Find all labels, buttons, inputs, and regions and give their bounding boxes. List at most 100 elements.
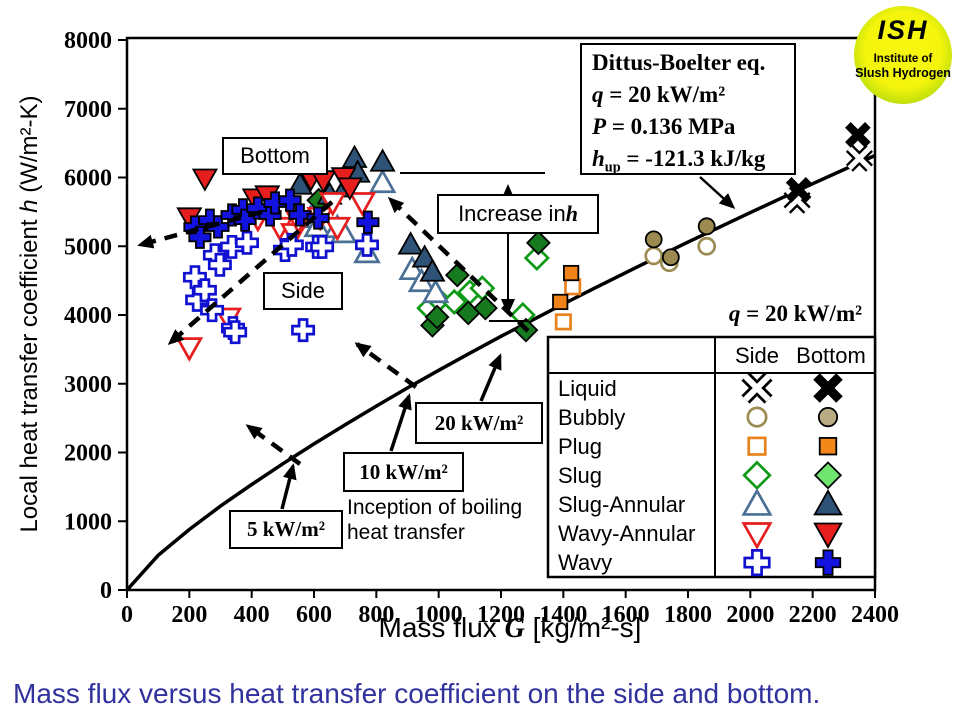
data-point-slug-bottom — [424, 304, 450, 330]
legend-symbol-bottom-bubbly — [817, 407, 839, 428]
increase-in-h-label: Increase in h — [437, 194, 599, 234]
slide-caption: Mass flux versus heat transfer coefficie… — [13, 678, 821, 709]
y-axis-title: Local heat transfer coefficient h (W/m²-… — [16, 16, 44, 612]
legend-symbol-side-slug-annular — [741, 488, 773, 516]
data-point-wavy-side — [310, 234, 335, 259]
x-tick-label: 1200 — [477, 602, 525, 628]
data-point-wavy-side — [235, 230, 259, 255]
data-point-slug-bottom — [444, 262, 470, 288]
data-point-wavy-bottom — [306, 206, 330, 230]
legend-row-wavy: Wavy — [558, 550, 613, 575]
data-point-wavy-bottom — [288, 203, 312, 227]
x-axis-units: [kg/m²-s] — [524, 612, 642, 643]
x-tick-label: 1600 — [602, 602, 650, 628]
data-point-plug-side — [564, 278, 582, 296]
increase-label-text: Increase in — [458, 201, 566, 226]
ish-logo: ISH Institute of Slush Hydrogen — [854, 6, 952, 104]
series-plug-bottom — [552, 264, 580, 311]
side-label-text: Side — [280, 278, 326, 303]
data-point-wavy-annular-side — [348, 192, 377, 217]
y-tick-label: 5000 — [64, 234, 112, 260]
x-tick-label: 0 — [121, 602, 133, 628]
y-axis-variable: h — [16, 199, 43, 213]
series-liquid-bottom — [785, 122, 871, 203]
legend-row-slug: Slug — [558, 463, 603, 488]
x-tick-label: 200 — [171, 602, 207, 628]
q20-value: = 20 kW/m² — [740, 301, 862, 326]
data-point-bubbly-side — [644, 246, 664, 266]
x-tick-label: 1400 — [539, 602, 587, 628]
legend-row-plug: Plug — [558, 434, 603, 459]
legend-symbol-bottom-slug — [813, 461, 843, 490]
y-tick-label: 6000 — [64, 166, 112, 192]
x-tick-label: 1000 — [415, 602, 463, 628]
x-tick-label: 1800 — [664, 602, 712, 628]
data-point-wavy-bottom — [206, 215, 230, 239]
chart-canvas: 0 1000 2000 3000 4000 5000 6000 7000 8000 0 200 400… — [64, 28, 899, 628]
data-point-liquid-bottom — [785, 177, 812, 203]
data-point-slug-annular-bottom — [369, 148, 396, 172]
annotation-solid-arrows — [280, 176, 736, 510]
legend-symbol-bottom-plug — [818, 437, 838, 456]
logo-line-2: Slush Hydrogen — [855, 66, 951, 80]
data-point-plug-bottom — [563, 264, 580, 282]
legend-symbol-side-plug — [747, 436, 767, 456]
data-point-slug-annular-side — [368, 168, 397, 194]
x-tick-label: 2200 — [789, 602, 837, 628]
legend-symbol-side-bubbly — [746, 406, 768, 428]
legend-row-wavy-annular: Wavy-Annular — [558, 521, 696, 546]
x-tick-label: 800 — [358, 602, 394, 628]
dashed-arrow-5kw-trend — [245, 424, 302, 466]
x-axis-variable: G — [504, 613, 525, 644]
arrow-dittus-to-curve — [699, 176, 736, 210]
data-point-bubbly-bottom — [697, 217, 716, 236]
y-tick-label: 2000 — [64, 441, 112, 467]
axis-tick-labels: 0 1000 2000 3000 4000 5000 6000 7000 8000 0 200 400… — [64, 28, 899, 628]
dashed-arrow-side-cluster — [167, 200, 334, 345]
legend-symbol-side-wavy-annular — [741, 522, 773, 550]
logo-line-1: Institute of — [873, 53, 933, 65]
data-point-slug-bottom — [525, 230, 551, 256]
arrow-10kw — [389, 393, 412, 452]
q20-variable: q — [728, 301, 741, 326]
legend-symbol-side-wavy — [743, 549, 771, 577]
dittus-boelter-annotation: Dittus-Boelter eq. q = 20 kW/m² P = 0.13… — [580, 43, 796, 176]
data-point-bubbly-bottom — [644, 230, 663, 249]
data-point-plug-side — [554, 313, 572, 331]
y-tick-label: 8000 — [64, 28, 112, 54]
data-point-liquid-side — [845, 144, 873, 172]
data-point-wavy-annular-bottom — [191, 168, 219, 192]
legend-row-bubbly: Bubbly — [558, 405, 626, 430]
dittus-line-2: q = 20 kW/m² — [592, 82, 726, 107]
data-point-wavy-side — [279, 232, 304, 257]
series-wavy-side — [182, 230, 379, 345]
data-point-wavy-side — [223, 320, 248, 345]
x-tick-label: 2000 — [726, 602, 774, 628]
arrow-20kw — [479, 353, 502, 402]
data-point-slug-side — [441, 288, 468, 316]
data-point-slug-bottom — [472, 295, 498, 321]
dittus-line-1: Dittus-Boelter eq. — [592, 50, 766, 75]
dashed-arrow-10kw-trend — [354, 342, 418, 389]
y-axis-units: (W/m²-K) — [16, 95, 43, 200]
dittus-line-3: P = 0.136 MPa — [592, 114, 736, 139]
y-tick-label: 4000 — [64, 303, 112, 329]
x-axis-title-text: Mass flux — [378, 612, 505, 643]
legend-symbols — [741, 372, 843, 577]
logo-acronym: ISH — [877, 15, 929, 45]
flux-5-label: 5 kW/m² — [229, 510, 343, 549]
legend-heat-flux-label: q = 20 kW/m² — [660, 301, 862, 327]
series-plug-side — [554, 278, 582, 331]
series-bubbly-bottom — [644, 217, 716, 267]
legend-row-slug-annular: Slug-Annular — [558, 492, 686, 517]
flux-10-label: 10 kW/m² — [343, 452, 464, 492]
legend-symbol-bottom-liquid — [813, 373, 843, 403]
data-point-slug-annular-bottom — [411, 244, 438, 268]
side-region-label: Side — [263, 272, 343, 310]
data-point-wavy-bottom — [233, 208, 257, 232]
series-wavy-bottom — [183, 188, 380, 249]
data-point-plug-bottom — [552, 293, 569, 311]
legend-box — [546, 335, 877, 579]
y-tick-label: 1000 — [64, 509, 112, 535]
x-tick-label: 2400 — [851, 602, 899, 628]
